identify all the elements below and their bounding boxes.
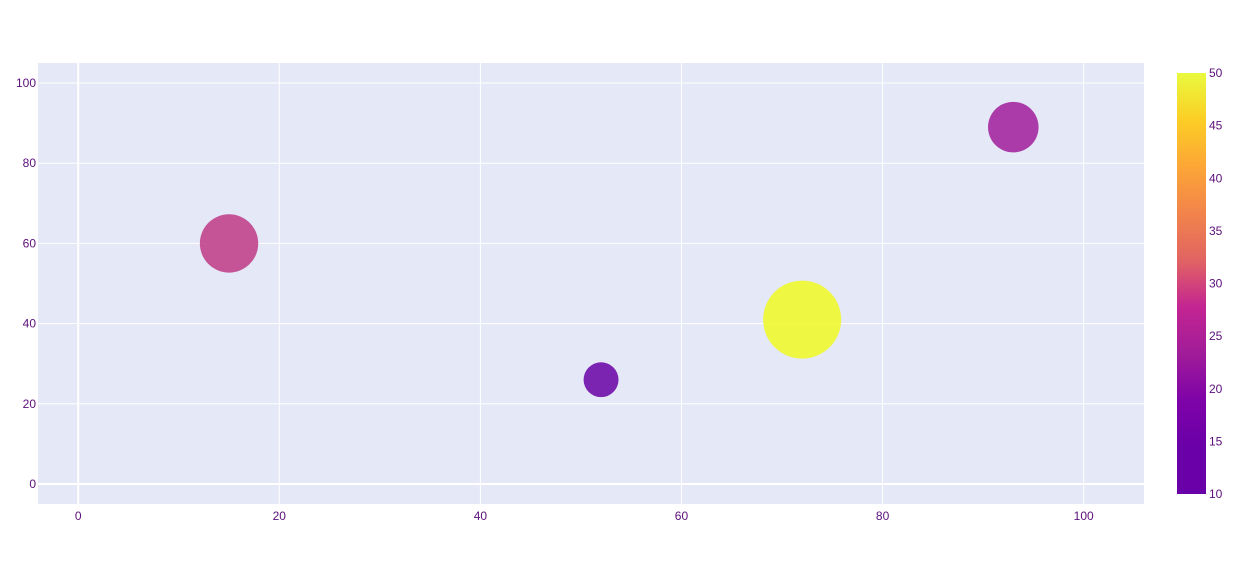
bubble-point[interactable] (199, 214, 259, 273)
colorbar-tick-label: 50 (1209, 66, 1223, 80)
colorbar-ticks: 10 15 20 25 30 35 40 45 50 (1209, 66, 1223, 501)
x-tick-label: 80 (876, 509, 890, 523)
y-tick-label: 60 (23, 236, 37, 250)
y-tick-label: 40 (23, 317, 37, 331)
x-tick-label: 100 (1074, 509, 1094, 523)
x-tick-label: 20 (273, 509, 287, 523)
y-tick-label: 80 (23, 156, 37, 170)
x-tick-label: 40 (474, 509, 488, 523)
colorbar-tick-label: 20 (1209, 382, 1223, 396)
y-tick-label: 20 (23, 397, 37, 411)
plot-background (38, 63, 1144, 504)
bubble-point[interactable] (583, 362, 619, 398)
colorbar-tick-label: 45 (1209, 119, 1223, 133)
x-tick-label: 0 (75, 509, 82, 523)
colorbar-tick-label: 40 (1209, 171, 1223, 185)
data-points (199, 101, 1039, 398)
y-tick-label: 0 (29, 477, 36, 491)
bubble-point[interactable] (763, 280, 842, 359)
colorbar-tick-label: 35 (1209, 224, 1223, 238)
y-axis-ticks: 0 20 40 60 80 100 (16, 76, 36, 491)
colorbar-tick-label: 15 (1209, 434, 1223, 448)
x-tick-label: 60 (675, 509, 689, 523)
colorbar (1177, 73, 1206, 494)
bubble-point[interactable] (988, 101, 1039, 153)
colorbar-tick-label: 25 (1209, 329, 1223, 343)
x-axis-ticks: 0 20 40 60 80 100 (75, 509, 1094, 523)
colorbar-tick-label: 10 (1209, 487, 1223, 501)
grid-lines (38, 63, 1144, 504)
y-tick-label: 100 (16, 76, 36, 90)
colorbar-tick-label: 30 (1209, 277, 1223, 291)
